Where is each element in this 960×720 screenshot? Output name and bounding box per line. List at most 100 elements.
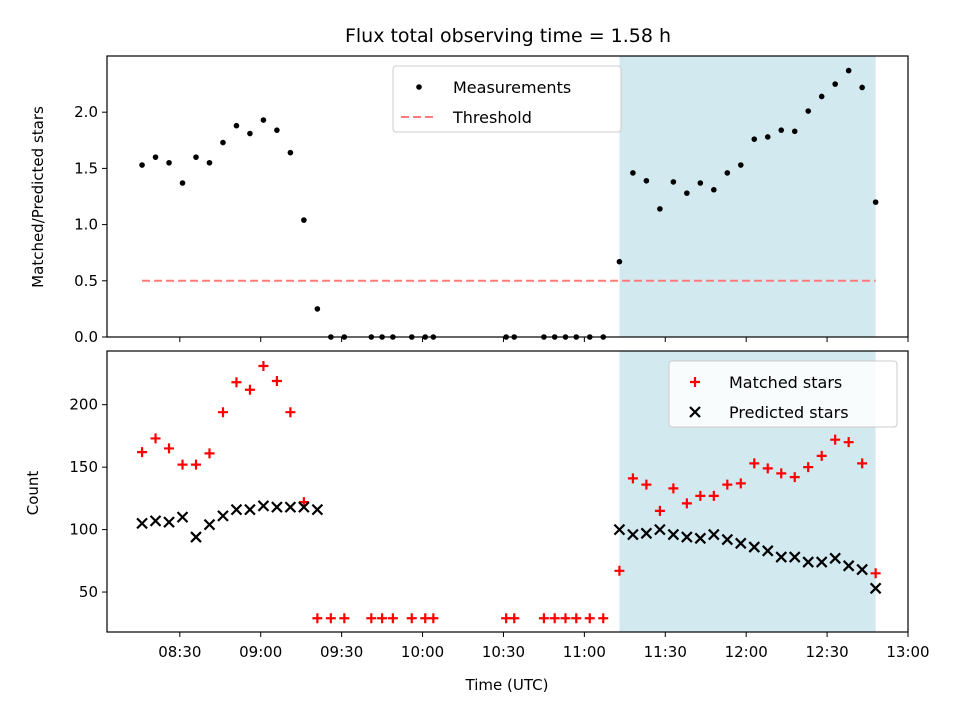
legend: Matched stars Predicted stars	[668, 360, 898, 428]
matched-stars-point	[584, 613, 595, 624]
measurement-point	[832, 81, 838, 87]
y-tick-label: 100	[69, 521, 98, 539]
legend-label: Threshold	[452, 108, 532, 127]
matched-stars-point	[681, 498, 692, 509]
x-tick-label: 12:00	[725, 643, 768, 661]
matched-stars-point	[428, 613, 439, 624]
matched-stars-point	[377, 613, 388, 624]
measurement-point	[152, 154, 159, 160]
predicted-stars-point	[271, 501, 283, 513]
predicted-stars-point	[136, 517, 148, 530]
matched-stars-point	[509, 613, 520, 624]
top-y-axis-label: Matched/Predicted stars	[29, 106, 47, 288]
matched-stars-point	[762, 463, 773, 474]
predicted-stars-point	[230, 503, 243, 516]
y-tick-label: 1.0	[74, 216, 98, 234]
bottom-panel: 50 100 150 200 08:30 09:00 09:30 10:00 10:30 11:0…	[69, 350, 930, 661]
matched-stars-point	[177, 459, 188, 470]
legend: Measurements Threshold	[392, 65, 622, 133]
matched-stars-point	[244, 384, 255, 395]
measurement-point	[670, 179, 677, 185]
measurement-point	[643, 177, 650, 184]
plot-frame	[106, 55, 909, 338]
matched-stars-point	[150, 433, 161, 444]
predicted-stars-point	[244, 503, 256, 516]
measurement-point	[737, 162, 744, 168]
matched-stars-point	[870, 568, 881, 579]
measurement-point	[697, 180, 704, 186]
legend-label: Predicted stars	[729, 403, 849, 422]
plot-frame	[106, 350, 909, 633]
matched-stars-point	[598, 613, 609, 624]
measurement-point	[193, 154, 199, 160]
y-tick-label: 150	[69, 458, 98, 476]
predicted-stars-point	[311, 503, 324, 516]
matched-stars-point	[695, 490, 706, 501]
predicted-stars-point	[681, 531, 693, 543]
measurement-point	[233, 122, 240, 129]
predicted-stars-point	[842, 560, 855, 572]
measurement-point	[711, 186, 717, 193]
predicted-stars-point	[613, 523, 626, 536]
matched-stars-point	[789, 472, 800, 483]
y-tick-label: 50	[79, 583, 98, 601]
x-tick-label: 11:00	[563, 643, 606, 661]
measurement-point	[859, 84, 865, 91]
matched-stars-point	[406, 613, 417, 624]
predicted-stars-point	[284, 501, 297, 513]
matched-stars-point	[204, 448, 215, 459]
predicted-stars-point	[689, 406, 701, 418]
x-axis-label: Time (UTC)	[465, 676, 549, 694]
matched-stars-point	[339, 613, 350, 624]
measurement-point	[179, 180, 186, 186]
predicted-stars-point	[163, 516, 175, 528]
matched-stars-point	[137, 447, 148, 458]
matched-stars-point	[641, 479, 652, 490]
measurement-point	[206, 159, 213, 166]
x-tick-label: 09:00	[239, 643, 282, 661]
predicted-stars-point	[694, 532, 707, 545]
series-matched-stars	[137, 360, 881, 624]
y-tick-label: 2.0	[74, 103, 98, 121]
matched-stars-point	[857, 458, 868, 469]
legend-label: Matched stars	[729, 373, 842, 392]
matched-stars-point	[668, 483, 679, 494]
measurement-point	[805, 108, 812, 114]
matched-stars-point	[735, 478, 746, 489]
y-tick-label: 200	[69, 396, 98, 414]
matched-stars-point	[830, 434, 841, 445]
matched-stars-point	[217, 407, 228, 418]
y-tick-label: 0.5	[74, 272, 98, 290]
predicted-stars-point	[802, 556, 814, 568]
matched-stars-point	[749, 458, 760, 469]
measurement-point	[416, 84, 422, 90]
predicted-stars-point	[708, 528, 720, 541]
measurement-point	[845, 67, 852, 74]
matched-stars-point	[614, 565, 625, 576]
x-tick-label: 13:00	[886, 643, 929, 661]
x-tick-label: 10:00	[401, 643, 444, 661]
measurement-point	[818, 93, 825, 100]
matched-stars-point	[654, 505, 665, 516]
matched-stars-point	[298, 497, 309, 508]
top-panel: 0.0 0.5 1.0 1.5 2.0 Measurements Threshold	[74, 55, 909, 346]
predicted-stars-point	[257, 500, 270, 512]
predicted-stars-point	[667, 528, 680, 541]
matched-stars-point	[708, 490, 719, 501]
matched-stars-point	[366, 613, 377, 624]
predicted-stars-point	[721, 533, 734, 546]
matched-stars-point	[164, 443, 175, 454]
matched-stars-point	[191, 459, 201, 470]
matched-stars-point	[387, 613, 398, 624]
matched-stars-point	[816, 450, 827, 461]
measurement-point	[684, 190, 690, 196]
matched-stars-point	[722, 479, 733, 490]
predicted-stars-point	[217, 510, 229, 522]
legend-label: Measurements	[453, 78, 571, 97]
measurement-point	[260, 117, 267, 123]
x-tick-label: 11:30	[644, 643, 687, 661]
measurement-point	[616, 258, 623, 265]
predicted-stars-point	[748, 541, 761, 553]
measurement-point	[247, 130, 253, 137]
matched-stars-point	[231, 377, 242, 388]
